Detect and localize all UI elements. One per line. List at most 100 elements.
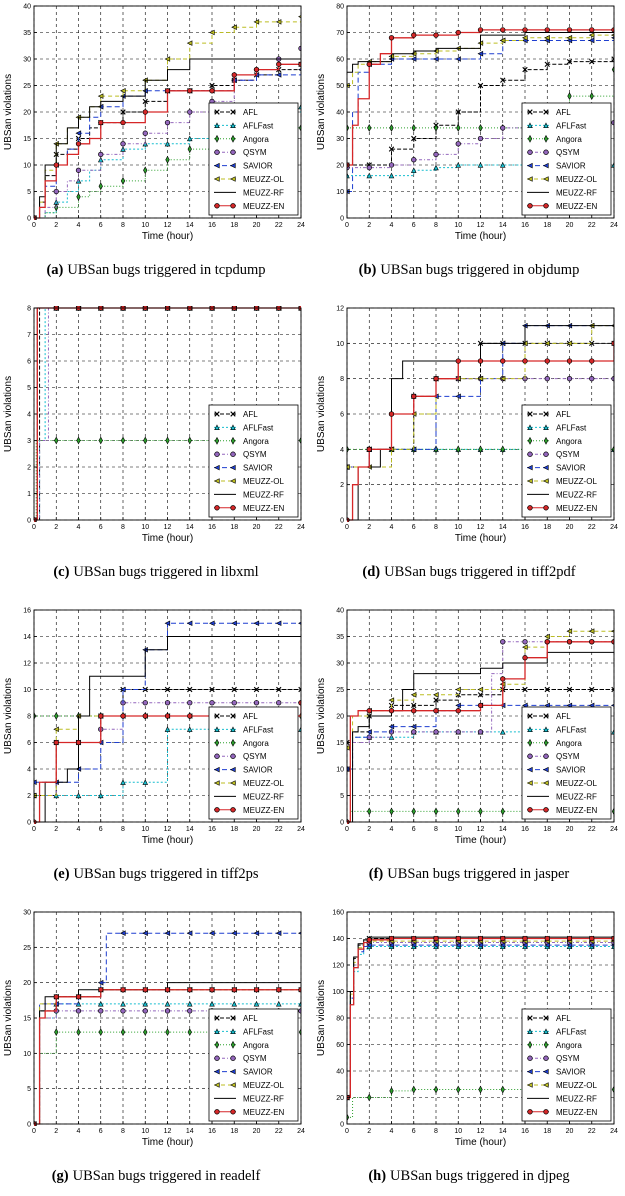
marker-qsym	[477, 135, 484, 142]
legend: AFL AFLFast Angora QSYM SAVIOR MEUZZ-OL MEUZZ-…	[521, 102, 612, 216]
marker-qsym	[187, 700, 193, 706]
legend-label: SAVIOR	[243, 162, 273, 171]
x-tick-label: 18	[543, 222, 551, 229]
marker-aflfast	[611, 943, 614, 950]
x-tick-label: 10	[454, 222, 462, 229]
legend-label: AFLFast	[556, 725, 587, 734]
legend-label: AFLFast	[243, 725, 274, 734]
legend: AFL AFLFast Angora QSYM SAVIOR MEUZZ-OL MEUZZ-…	[208, 404, 299, 518]
x-tick-label: 14	[186, 222, 194, 229]
x-tick-label: 6	[412, 826, 416, 833]
marker-angora	[456, 445, 461, 454]
marker-aflfast	[120, 779, 126, 785]
x-tick-label: 8	[121, 524, 125, 531]
marker-savior	[455, 393, 461, 400]
caption-letter: (a)	[46, 262, 64, 278]
marker-meuzz-ol	[522, 644, 528, 650]
x-tick-label: 22	[588, 1128, 596, 1135]
marker-meuzz-en	[142, 987, 148, 993]
legend-label: MEUZZ-OL	[243, 779, 284, 788]
marker-angora	[347, 123, 350, 132]
series-line	[34, 702, 301, 796]
y-tick-label: 10	[336, 767, 344, 774]
marker-savior	[527, 162, 533, 169]
series-line	[347, 945, 614, 1098]
marker-meuzz-en	[589, 639, 595, 645]
marker-afl	[544, 61, 550, 67]
x-tick-label: 22	[588, 826, 596, 833]
marker-savior	[588, 942, 595, 948]
marker-savior	[455, 942, 461, 948]
marker-qsym	[543, 753, 549, 759]
y-tick-label: 6	[340, 412, 344, 419]
y-tick-label: 0	[27, 820, 31, 827]
marker-meuzz-ol	[455, 686, 461, 693]
caption-letter: (c)	[53, 564, 70, 580]
marker-meuzz-en	[388, 35, 395, 41]
legend-item-afl: AFL	[527, 410, 571, 419]
marker-meuzz-ol	[566, 340, 573, 347]
marker-meuzz-en	[98, 987, 104, 993]
x-tick-label: 14	[186, 1128, 194, 1135]
x-tick-label: 6	[99, 1128, 103, 1135]
caption-letter: (b)	[358, 262, 377, 278]
legend-label: Angora	[556, 739, 582, 748]
marker-meuzz-ol	[588, 32, 595, 38]
marker-meuzz-ol	[214, 1082, 220, 1088]
x-tick-label: 20	[566, 826, 574, 833]
plot-area	[34, 15, 301, 220]
marker-meuzz-ol	[544, 340, 550, 347]
caption-c: (c) UBSan bugs triggered in libxml	[0, 564, 312, 581]
marker-savior	[455, 56, 461, 62]
marker-aflfast	[527, 424, 533, 430]
marker-afl	[230, 713, 236, 719]
marker-qsym	[543, 1055, 549, 1061]
y-tick-label: 0	[27, 1122, 31, 1129]
y-axis-label: UBSan violations	[316, 74, 327, 150]
y-tick-label: 0	[340, 518, 344, 525]
x-tick-label: 22	[588, 524, 596, 531]
marker-angora	[389, 1086, 394, 1095]
marker-savior	[477, 50, 484, 57]
marker-meuzz-ol	[230, 478, 236, 484]
marker-aflfast	[230, 726, 236, 732]
marker-angora	[367, 123, 372, 132]
marker-aflfast	[97, 792, 104, 799]
x-tick-label: 18	[230, 222, 238, 229]
marker-meuzz-en	[522, 655, 528, 661]
marker-meuzz-en	[142, 713, 148, 719]
marker-angora	[165, 1028, 170, 1037]
marker-afl	[411, 702, 417, 709]
marker-meuzz-en	[522, 935, 528, 942]
series-line	[34, 48, 301, 219]
marker-aflfast	[543, 122, 549, 128]
marker-angora	[433, 1085, 439, 1094]
legend-item-meuzz-en: MEUZZ-EN	[527, 202, 598, 211]
legend-label: MEUZZ-OL	[556, 175, 597, 184]
marker-qsym	[411, 729, 417, 735]
marker-meuzz-en	[527, 1109, 533, 1115]
marker-angora	[478, 1085, 483, 1094]
y-tick-label: 8	[27, 306, 31, 313]
y-tick-label: 40	[336, 608, 344, 615]
marker-angora	[214, 738, 220, 747]
marker-angora	[54, 436, 59, 445]
legend-label: Angora	[243, 135, 269, 144]
marker-qsym	[164, 1008, 171, 1014]
marker-savior	[543, 1068, 549, 1075]
marker-meuzz-en	[411, 708, 417, 714]
marker-meuzz-en	[566, 27, 573, 33]
marker-meuzz-en	[120, 713, 126, 719]
x-tick-label: 2	[367, 1128, 371, 1135]
legend-item-savior: SAVIOR	[527, 766, 586, 775]
legend-item-angora: Angora	[214, 739, 269, 748]
marker-savior	[120, 686, 126, 693]
marker-qsym	[98, 151, 104, 158]
marker-angora	[527, 738, 533, 747]
legend-label: MEUZZ-RF	[556, 792, 597, 801]
legend-label: SAVIOR	[556, 766, 586, 775]
legend-box	[521, 1008, 612, 1122]
y-tick-label: 4	[27, 767, 31, 774]
y-tick-label: 10	[336, 189, 344, 196]
marker-meuzz-ol	[611, 629, 614, 633]
